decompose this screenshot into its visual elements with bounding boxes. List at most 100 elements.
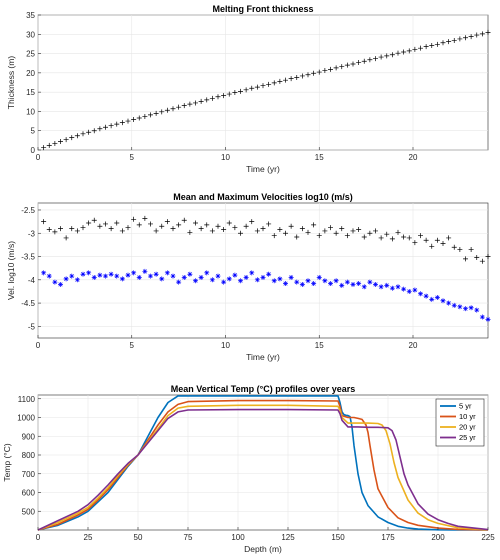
- data-point-plus: [215, 223, 221, 229]
- data-point-plus: [80, 225, 86, 231]
- data-point-star: [243, 274, 249, 280]
- data-point-plus: [423, 44, 429, 50]
- data-point-plus: [119, 228, 125, 234]
- data-point-star: [69, 273, 75, 279]
- data-point-plus: [299, 73, 305, 79]
- data-point-plus: [91, 217, 97, 223]
- data-point-plus: [215, 94, 221, 100]
- chart-melting-thickness: 0 5 10 15 20 0 5 10 15 20 25 30 35 Melting Front thi…: [6, 4, 491, 174]
- chart-2-ylabel: Vel. log10 (m/s): [6, 241, 16, 300]
- data-point-plus: [164, 219, 170, 225]
- series-line-4: [37, 408, 489, 531]
- data-point-star: [294, 279, 300, 285]
- legend-entry: 25 yr: [459, 433, 476, 442]
- chart-1-ylabel: Thickness (m): [6, 56, 16, 110]
- data-point-plus: [395, 50, 401, 56]
- data-point-plus: [401, 49, 407, 55]
- data-point-plus: [114, 220, 120, 226]
- data-point-plus: [434, 237, 440, 243]
- data-point-star: [311, 281, 317, 287]
- x-tick-label: 0: [36, 533, 41, 542]
- plot-area-3: [37, 394, 489, 531]
- data-point-star: [451, 302, 457, 308]
- data-point-star: [474, 307, 480, 313]
- data-point-star: [378, 284, 384, 290]
- data-point-plus: [328, 225, 333, 231]
- data-point-plus: [384, 53, 390, 59]
- data-point-star: [333, 278, 339, 284]
- x-tick-label: 175: [381, 533, 395, 542]
- data-point-star: [181, 274, 187, 280]
- data-point-plus: [170, 226, 176, 232]
- y-tick-label: 15: [26, 88, 35, 97]
- data-point-star: [41, 270, 47, 276]
- data-point-plus: [159, 109, 165, 115]
- data-point-star: [254, 277, 260, 283]
- data-point-plus: [463, 35, 468, 41]
- data-point-star: [187, 271, 193, 277]
- chart-1-title: Melting Front thickness: [212, 4, 313, 14]
- data-point-plus: [384, 231, 390, 237]
- data-point-plus: [288, 223, 294, 229]
- data-point-plus: [339, 226, 345, 232]
- data-point-plus: [46, 227, 52, 233]
- data-point-plus: [367, 57, 373, 63]
- data-point-star: [125, 272, 131, 278]
- data-point-plus: [485, 254, 491, 260]
- y-tick-label: 10: [26, 107, 35, 116]
- data-point-plus: [311, 70, 317, 76]
- data-point-star: [401, 286, 407, 292]
- data-point-plus: [361, 234, 367, 240]
- data-point-star: [395, 284, 401, 290]
- data-point-plus: [63, 137, 69, 143]
- data-point-star: [221, 279, 227, 285]
- data-point-plus: [243, 87, 249, 93]
- data-point-plus: [153, 110, 159, 116]
- data-point-plus: [131, 117, 137, 123]
- data-point-plus: [125, 118, 131, 124]
- chart-3-ylabel: Temp (°C): [2, 443, 12, 482]
- series-line-2: [37, 399, 489, 531]
- data-point-star: [350, 281, 356, 287]
- data-point-star: [457, 304, 463, 310]
- x-tick-label: 75: [184, 533, 193, 542]
- data-point-plus: [125, 225, 131, 231]
- data-point-star: [232, 272, 238, 278]
- data-point-plus: [277, 78, 283, 84]
- data-point-plus: [389, 52, 395, 58]
- data-point-plus: [226, 220, 232, 226]
- data-point-plus: [412, 240, 418, 246]
- x-tick-label: 20: [409, 153, 418, 162]
- x-tick-label: 15: [315, 153, 324, 162]
- data-point-plus: [63, 235, 69, 241]
- y-tick-label: -5: [28, 322, 36, 331]
- x-tick-label: 225: [481, 533, 495, 542]
- data-point-plus: [41, 219, 47, 225]
- data-point-plus: [209, 95, 215, 101]
- data-point-plus: [451, 244, 457, 250]
- data-point-plus: [350, 61, 356, 67]
- data-point-star: [148, 273, 153, 279]
- y-tick-label: -2.5: [21, 206, 35, 215]
- data-point-plus: [159, 223, 165, 229]
- chart-2-title: Mean and Maximum Velocities log10 (m/s): [173, 192, 353, 202]
- data-point-plus: [176, 222, 182, 228]
- data-point-plus: [485, 29, 491, 35]
- data-point-plus: [474, 32, 480, 38]
- data-point-star: [367, 279, 373, 285]
- y-tick-label: 20: [26, 69, 35, 78]
- data-point-plus: [406, 235, 412, 241]
- y-tick-label: -4: [28, 276, 36, 285]
- y-tick-label: 900: [22, 432, 36, 441]
- data-point-plus: [423, 237, 429, 243]
- data-point-plus: [260, 226, 266, 232]
- data-point-plus: [193, 100, 198, 106]
- data-point-star: [209, 277, 215, 283]
- data-point-plus: [170, 106, 176, 112]
- data-point-star: [193, 278, 198, 284]
- data-point-plus: [108, 123, 114, 129]
- data-point-plus: [474, 254, 480, 260]
- data-point-star: [58, 281, 63, 287]
- data-point-star: [288, 274, 294, 280]
